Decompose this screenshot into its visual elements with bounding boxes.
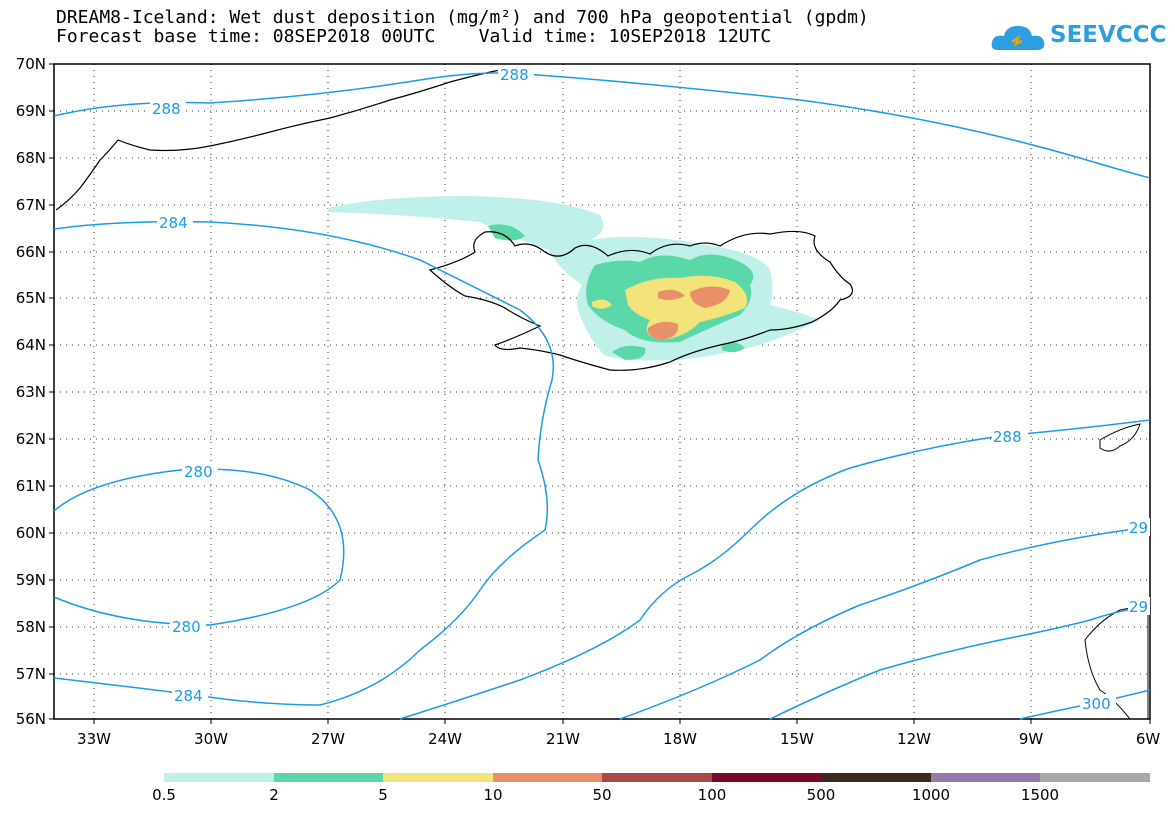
lat-label: 59N (16, 571, 46, 589)
legend-swatch (493, 773, 602, 782)
contour-label: 280 (172, 618, 201, 636)
lon-label: 12W (897, 730, 931, 748)
contour-label: 300 (1082, 695, 1111, 713)
scotland-coastline (1084, 607, 1149, 720)
greenland-coastline (55, 69, 501, 211)
legend-swatch (1040, 773, 1150, 782)
contour-label: 288 (500, 66, 529, 84)
lon-label: 21W (546, 730, 580, 748)
legend-swatch (821, 773, 931, 782)
legend-label: 5 (378, 786, 388, 804)
map-title: DREAM8-Iceland: Wet dust deposition (mg/… (56, 7, 869, 28)
lat-label: 68N (16, 149, 46, 167)
legend-swatch (383, 773, 493, 782)
lat-label: 67N (16, 196, 46, 214)
lon-label: 27W (311, 730, 345, 748)
lat-label: 69N (16, 102, 46, 120)
legend-label: 100 (697, 786, 727, 804)
contour-label: 284 (159, 214, 188, 232)
map-frame (53, 63, 1151, 720)
legend-swatch (602, 773, 712, 782)
legend-label: 50 (592, 786, 612, 804)
lat-label: 65N (16, 289, 46, 307)
legend-label: 1000 (911, 786, 951, 804)
lat-label: 62N (16, 430, 46, 448)
forecast-times: Forecast base time: 08SEP2018 00UTC Vali… (56, 26, 772, 47)
legend-label: 2 (269, 786, 279, 804)
legend-swatch (274, 773, 383, 782)
geopotential-contours (53, 72, 1151, 720)
contour-label: 280 (184, 463, 213, 481)
lon-label: 6W (1136, 730, 1161, 748)
legend-swatch (931, 773, 1040, 782)
lat-label: 64N (16, 336, 46, 354)
lon-label: 9W (1019, 730, 1044, 748)
lon-label: 18W (663, 730, 697, 748)
lon-label: 33W (77, 730, 111, 748)
legend-label: 1500 (1020, 786, 1060, 804)
contour-label: 29 (1129, 519, 1148, 537)
lon-label: 30W (194, 730, 228, 748)
lat-label: 70N (16, 55, 46, 73)
lat-label: 60N (16, 524, 46, 542)
lat-label: 58N (16, 618, 46, 636)
legend-label: 0.5 (152, 786, 176, 804)
lat-label: 57N (16, 665, 46, 683)
logo-text: SEEVCCC (1050, 22, 1167, 48)
graticule (54, 64, 1150, 719)
faroe-islands (1099, 423, 1141, 452)
lat-label: 66N (16, 243, 46, 261)
tick-marks (49, 63, 1151, 724)
dust-deposition-shading (328, 196, 820, 361)
contour-label: 29 (1129, 598, 1148, 616)
contour-label: 288 (152, 100, 181, 118)
contour-label: 288 (993, 428, 1022, 446)
lon-label: 15W (780, 730, 814, 748)
legend-swatch (164, 773, 274, 782)
lat-label: 63N (16, 383, 46, 401)
contour-label: 284 (174, 687, 203, 705)
legend-swatch (712, 773, 821, 782)
cloud-logo-icon (991, 26, 1045, 50)
lat-label: 61N (16, 477, 46, 495)
lon-label: 24W (428, 730, 462, 748)
lat-label: 56N (16, 710, 46, 728)
legend-label: 10 (483, 786, 503, 804)
legend-label: 500 (806, 786, 836, 804)
iceland-coastline (428, 230, 853, 371)
